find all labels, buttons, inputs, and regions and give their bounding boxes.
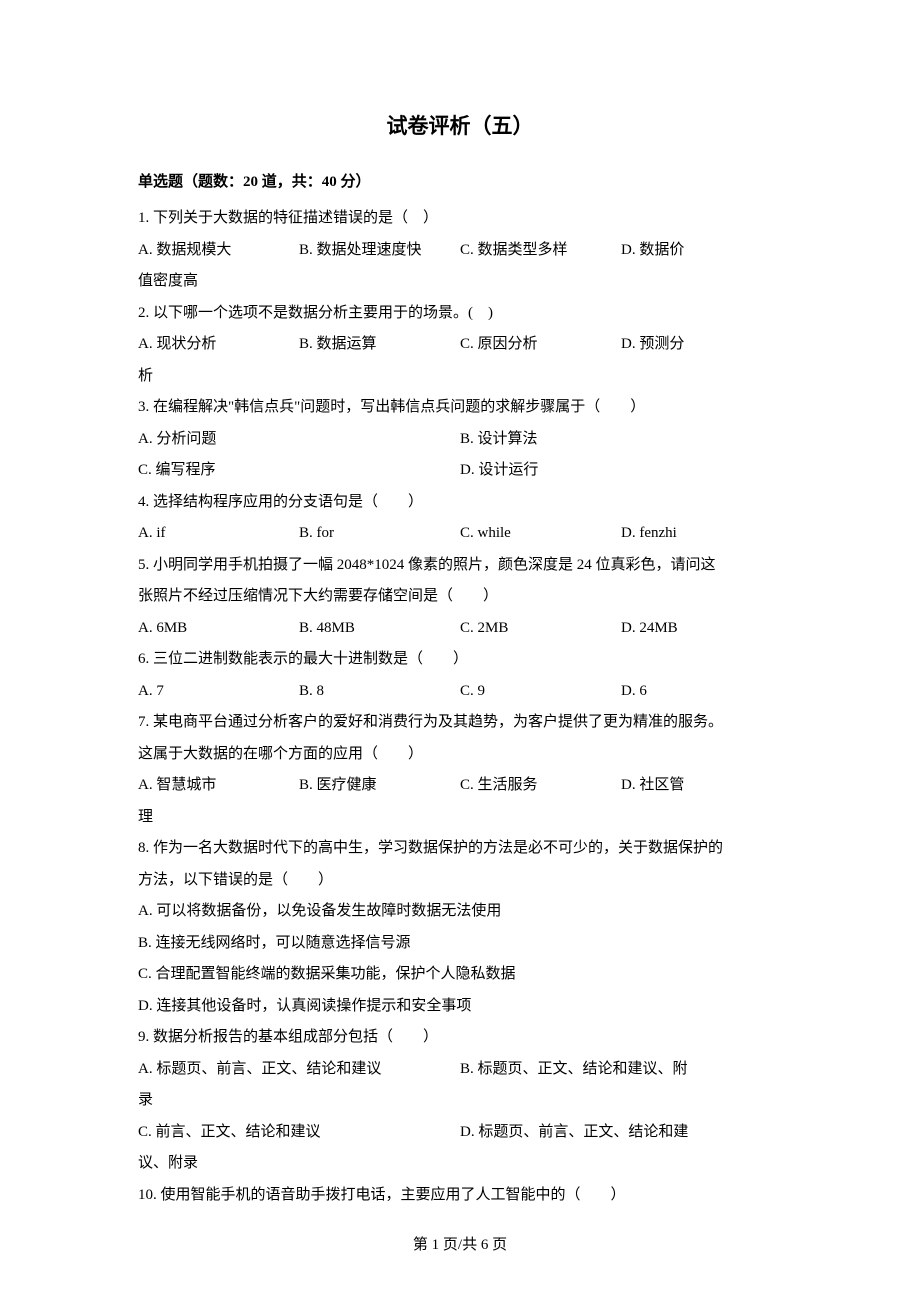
question-9-text: 9. 数据分析报告的基本组成部分包括（ ）	[138, 1022, 782, 1054]
option-d-cont: 理	[138, 802, 782, 834]
option-b: B. 48MB	[299, 613, 460, 645]
question-6-text: 6. 三位二进制数能表示的最大十进制数是（ ）	[138, 644, 782, 676]
option-d: D. 24MB	[621, 613, 782, 645]
option-d: D. 设计运行	[460, 455, 782, 487]
option-b: B. 设计算法	[460, 424, 782, 456]
option-d: D. fenzhi	[621, 518, 782, 550]
question-6-options: A. 7 B. 8 C. 9 D. 6	[138, 676, 782, 708]
option-a: A. 分析问题	[138, 424, 460, 456]
question-8-text-line1: 8. 作为一名大数据时代下的高中生，学习数据保护的方法是必不可少的，关于数据保护…	[138, 833, 782, 865]
option-c: C. 生活服务	[460, 770, 621, 802]
option-d-cont: 值密度高	[138, 266, 782, 298]
question-4-options: A. if B. for C. while D. fenzhi	[138, 518, 782, 550]
section-header: 单选题（题数：20 道，共：40 分）	[138, 170, 782, 191]
option-d: D. 标题页、前言、正文、结论和建	[460, 1117, 782, 1149]
question-5-options: A. 6MB B. 48MB C. 2MB D. 24MB	[138, 613, 782, 645]
option-b: B. 标题页、正文、结论和建议、附	[460, 1054, 782, 1086]
question-3-options-row2: C. 编写程序 D. 设计运行	[138, 455, 782, 487]
question-9-options-row1: A. 标题页、前言、正文、结论和建议 B. 标题页、正文、结论和建议、附	[138, 1054, 782, 1086]
question-8-text-line2: 方法，以下错误的是（ ）	[138, 865, 782, 897]
question-10-text: 10. 使用智能手机的语音助手拨打电话，主要应用了人工智能中的（ ）	[138, 1180, 782, 1212]
option-a: A. 数据规模大	[138, 235, 299, 267]
question-2-options: A. 现状分析 B. 数据运算 C. 原因分析 D. 预测分	[138, 329, 782, 361]
question-7-text-line1: 7. 某电商平台通过分析客户的爱好和消费行为及其趋势，为客户提供了更为精准的服务…	[138, 707, 782, 739]
option-a: A. 现状分析	[138, 329, 299, 361]
option-a: A. 标题页、前言、正文、结论和建议	[138, 1054, 460, 1086]
option-c: C. 原因分析	[460, 329, 621, 361]
option-c: C. 9	[460, 676, 621, 708]
option-b: B. 医疗健康	[299, 770, 460, 802]
question-7-options: A. 智慧城市 B. 医疗健康 C. 生活服务 D. 社区管	[138, 770, 782, 802]
option-d: D. 连接其他设备时，认真阅读操作提示和安全事项	[138, 991, 782, 1023]
option-d: D. 6	[621, 676, 782, 708]
question-7-text-line2: 这属于大数据的在哪个方面的应用（ ）	[138, 739, 782, 771]
option-b: B. 8	[299, 676, 460, 708]
option-a: A. 智慧城市	[138, 770, 299, 802]
option-a: A. 6MB	[138, 613, 299, 645]
option-d-cont: 析	[138, 361, 782, 393]
question-3-options-row1: A. 分析问题 B. 设计算法	[138, 424, 782, 456]
option-b: B. 数据运算	[299, 329, 460, 361]
option-b-cont: 录	[138, 1085, 782, 1117]
option-b: B. 数据处理速度快	[299, 235, 460, 267]
page-footer: 第 1 页/共 6 页	[0, 1233, 920, 1254]
option-d-cont: 议、附录	[138, 1148, 782, 1180]
option-c: C. while	[460, 518, 621, 550]
option-c: C. 数据类型多样	[460, 235, 621, 267]
option-d: D. 数据价	[621, 235, 782, 267]
option-c: C. 前言、正文、结论和建议	[138, 1117, 460, 1149]
question-1-options: A. 数据规模大 B. 数据处理速度快 C. 数据类型多样 D. 数据价	[138, 235, 782, 267]
option-a: A. if	[138, 518, 299, 550]
option-c: C. 编写程序	[138, 455, 460, 487]
question-4-text: 4. 选择结构程序应用的分支语句是（ ）	[138, 487, 782, 519]
questions-container: 1. 下列关于大数据的特征描述错误的是（ ） A. 数据规模大 B. 数据处理速…	[138, 203, 782, 1211]
question-3-text: 3. 在编程解决"韩信点兵"问题时，写出韩信点兵问题的求解步骤属于（ ）	[138, 392, 782, 424]
option-a: A. 7	[138, 676, 299, 708]
option-b: B. for	[299, 518, 460, 550]
option-c: C. 合理配置智能终端的数据采集功能，保护个人隐私数据	[138, 959, 782, 991]
option-c: C. 2MB	[460, 613, 621, 645]
question-5-text-line1: 5. 小明同学用手机拍摄了一幅 2048*1024 像素的照片，颜色深度是 24…	[138, 550, 782, 582]
question-1-text: 1. 下列关于大数据的特征描述错误的是（ ）	[138, 203, 782, 235]
option-d: D. 预测分	[621, 329, 782, 361]
page-title: 试卷评析（五）	[138, 110, 782, 140]
option-b: B. 连接无线网络时，可以随意选择信号源	[138, 928, 782, 960]
option-a: A. 可以将数据备份，以免设备发生故障时数据无法使用	[138, 896, 782, 928]
question-5-text-line2: 张照片不经过压缩情况下大约需要存储空间是（ ）	[138, 581, 782, 613]
question-9-options-row2: C. 前言、正文、结论和建议 D. 标题页、前言、正文、结论和建	[138, 1117, 782, 1149]
question-2-text: 2. 以下哪一个选项不是数据分析主要用于的场景。( )	[138, 298, 782, 330]
option-d: D. 社区管	[621, 770, 782, 802]
